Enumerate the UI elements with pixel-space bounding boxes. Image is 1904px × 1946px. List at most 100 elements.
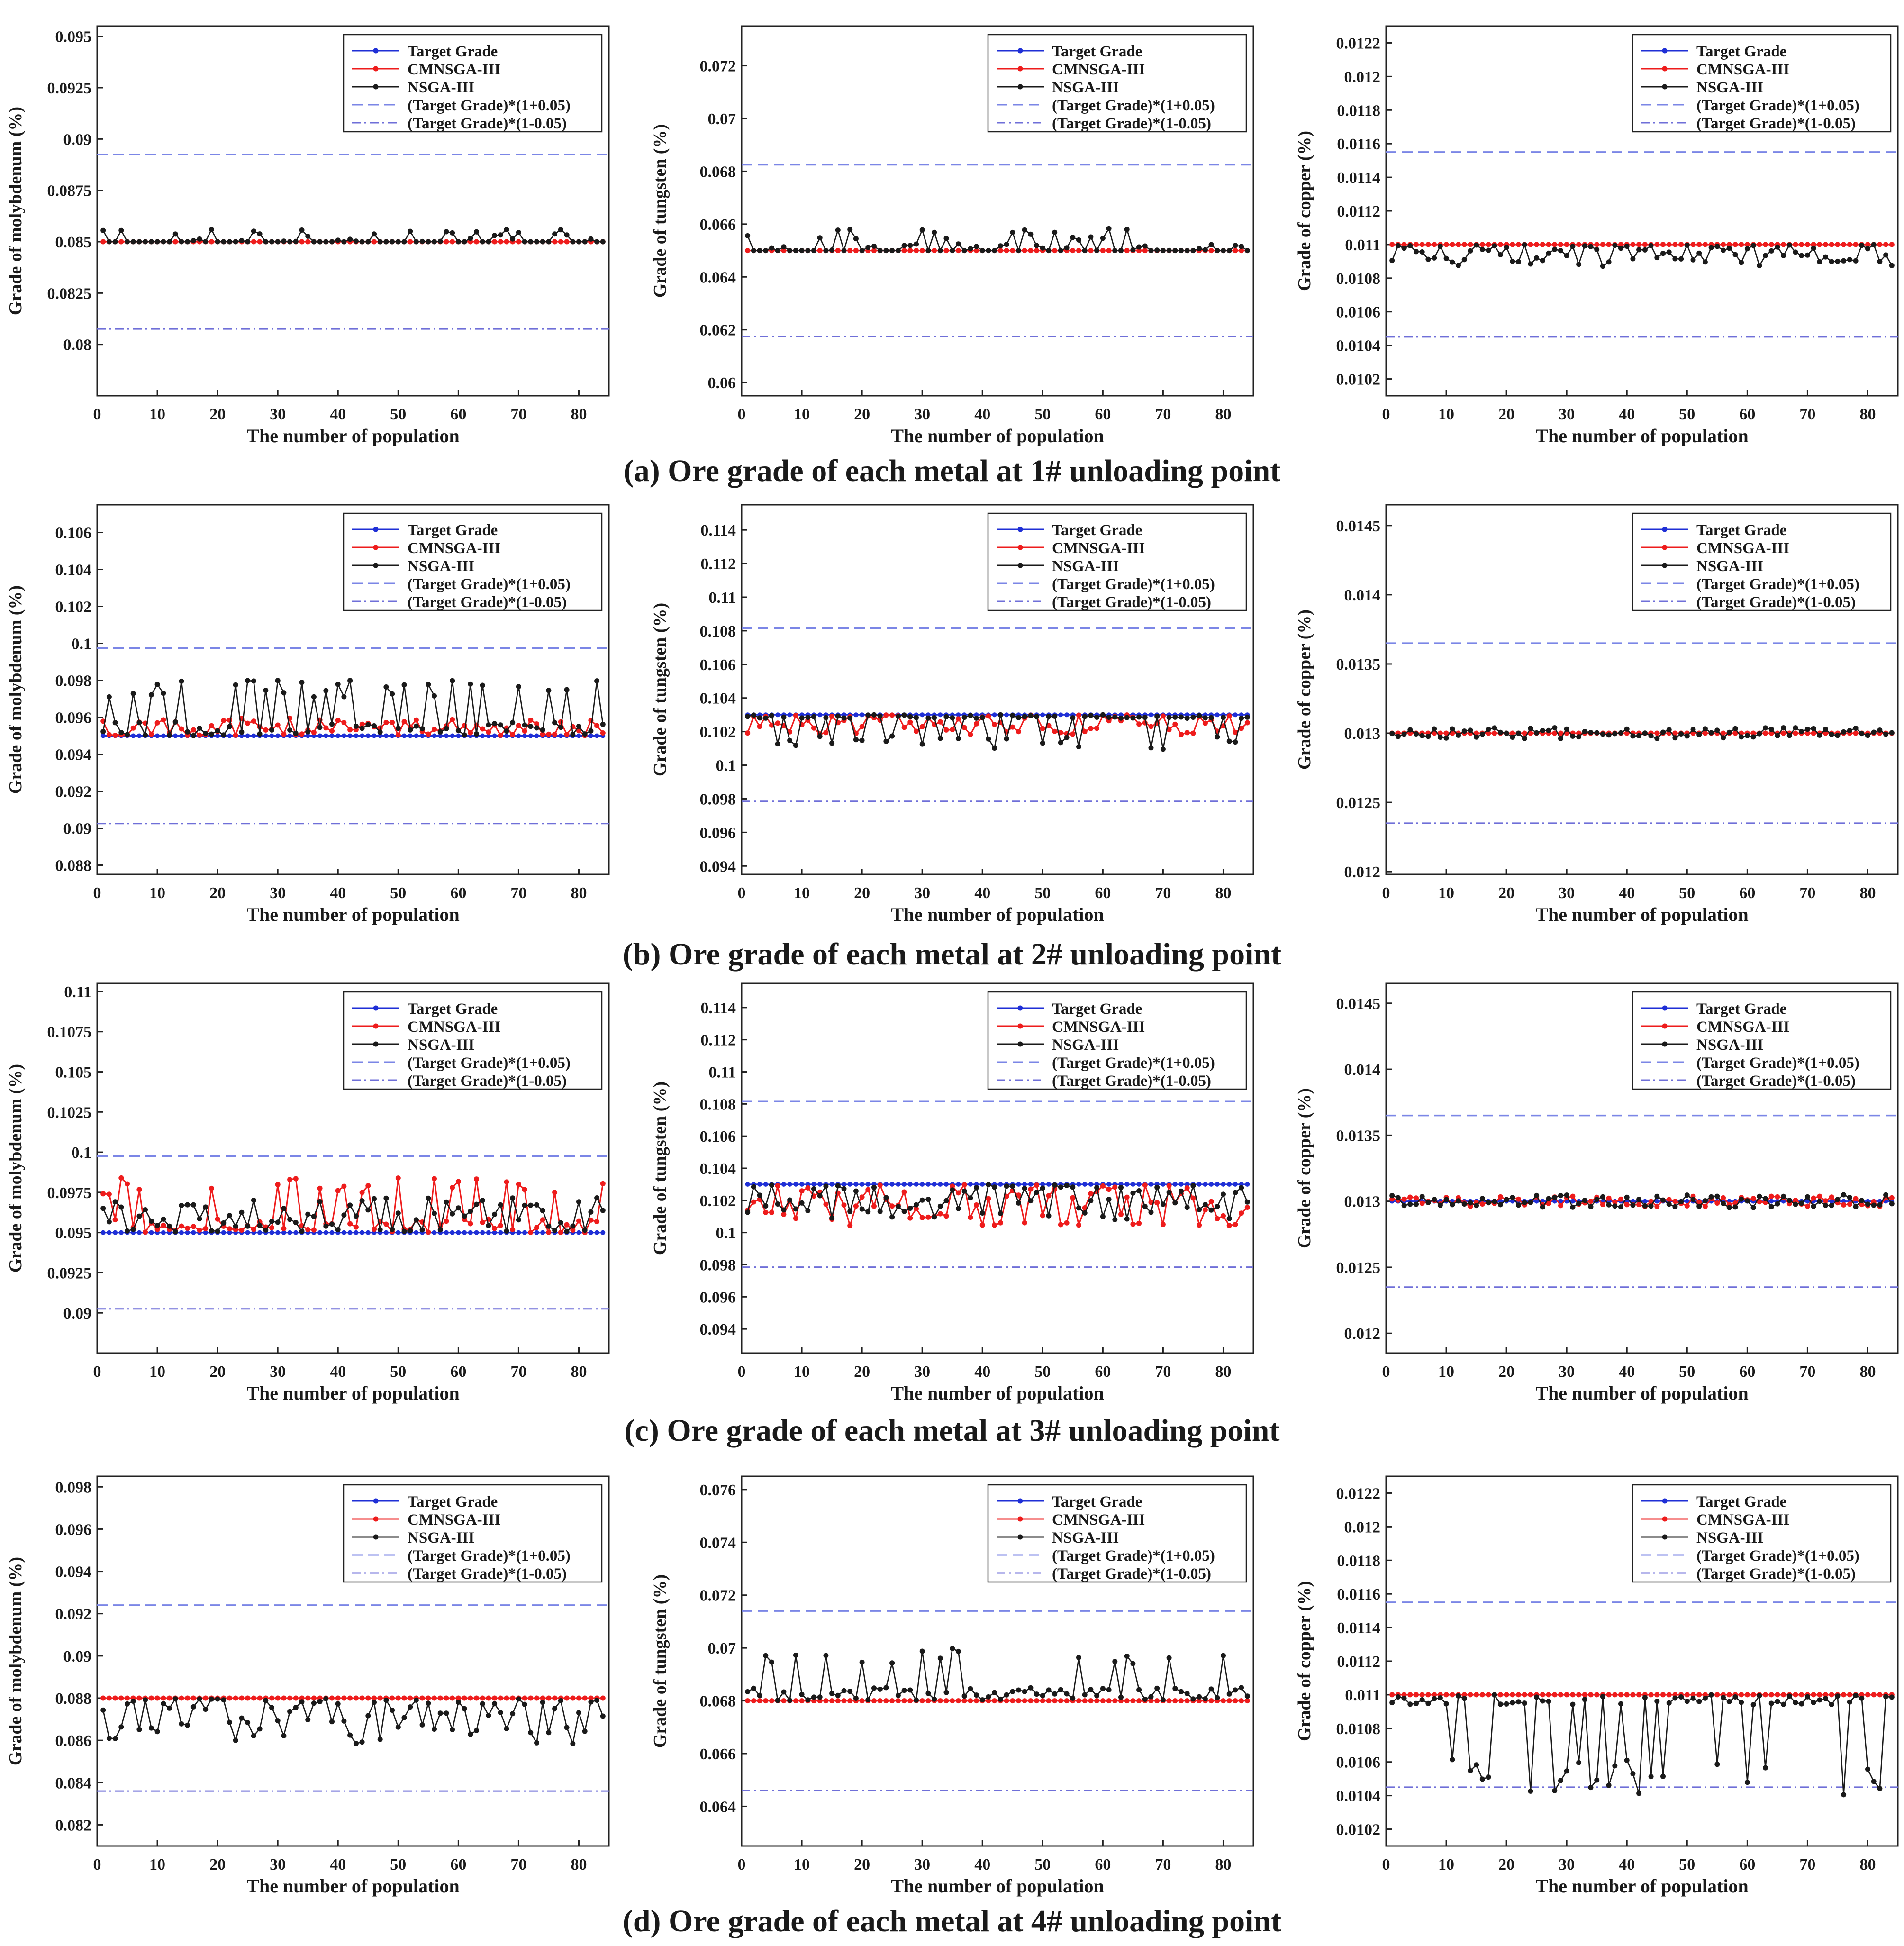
cmnsga-point [932, 248, 937, 254]
cmnsga-point [1142, 1182, 1148, 1188]
nsga-point [558, 1698, 563, 1703]
x-tick-label: 0 [738, 884, 746, 902]
nsga-point [781, 1207, 787, 1213]
plot-frame [1385, 982, 1899, 1354]
y-tick-label: 0.068 [700, 163, 736, 181]
nsga-point [853, 236, 859, 242]
nsga-point [1624, 1194, 1630, 1200]
nsga-point [1076, 237, 1081, 243]
x-tick-label: 50 [390, 884, 406, 902]
cmnsga-point [281, 731, 287, 737]
nsga-point [992, 1184, 997, 1190]
cmnsga-point [522, 1187, 527, 1192]
legend-marker-1 [1017, 66, 1023, 72]
x-tick-label: 50 [1034, 406, 1051, 423]
nsga-point [1432, 1696, 1437, 1701]
x-tick-label: 40 [974, 884, 990, 902]
nsga-point [347, 1732, 353, 1738]
cmnsga-point [1823, 730, 1828, 736]
x-tick-label: 20 [209, 884, 226, 902]
nsga-point [1714, 1762, 1720, 1767]
cmnsga-point [847, 1698, 853, 1704]
cmnsga-point [1136, 248, 1142, 254]
cmnsga-point [1076, 1222, 1081, 1228]
nsga-point [1154, 714, 1160, 719]
nsga-point [1696, 1203, 1702, 1209]
cmnsga-point [245, 720, 251, 726]
cmnsga-point [853, 1203, 859, 1209]
target-point [365, 1230, 371, 1235]
nsga-point [1407, 243, 1413, 248]
nsga-point [1064, 245, 1070, 251]
cmnsga-point [968, 1698, 973, 1704]
y-tick-label: 0.014 [1344, 1061, 1381, 1079]
cmnsga-point [233, 1695, 238, 1701]
cmnsga-point [1461, 1692, 1467, 1698]
cmnsga-point [432, 727, 437, 732]
nsga-point [221, 1220, 227, 1226]
nsga-point [1612, 1203, 1618, 1209]
nsga-point [1070, 1695, 1076, 1701]
nsga-point [1082, 1692, 1088, 1698]
cmnsga-point [781, 1211, 787, 1217]
nsga-point [450, 678, 455, 683]
cmnsga-point [1757, 242, 1762, 247]
nsga-point [1148, 248, 1154, 254]
nsga-point [1414, 1201, 1419, 1207]
target-point [847, 1182, 852, 1187]
y-tick-label: 0.096 [55, 1521, 92, 1538]
y-tick-label: 0.106 [700, 1128, 736, 1146]
nsga-point [1757, 1193, 1762, 1199]
x-tick-label: 30 [1559, 884, 1575, 902]
y-tick-label: 0.104 [55, 562, 92, 579]
nsga-point [1136, 714, 1142, 720]
nsga-point [1877, 259, 1883, 264]
cmnsga-point [444, 1219, 449, 1224]
x-tick-label: 70 [1155, 884, 1171, 902]
nsga-point [1618, 730, 1623, 736]
nsga-point [1474, 242, 1479, 248]
nsga-point [1811, 1700, 1816, 1705]
nsga-point [383, 239, 389, 245]
cmnsga-point [955, 716, 961, 722]
target-point [860, 1182, 865, 1187]
nsga-point [763, 248, 769, 254]
nsga-point [209, 227, 214, 232]
nsga-point [1184, 248, 1190, 254]
nsga-point [1389, 258, 1395, 264]
nsga-point [1160, 1697, 1166, 1702]
nsga-point [377, 239, 383, 245]
cmnsga-point [221, 718, 227, 723]
nsga-point [1522, 736, 1527, 741]
target-point [390, 733, 395, 738]
nsga-point [1233, 243, 1238, 248]
nsga-point [1781, 1193, 1786, 1199]
legend-label: NSGA-III [1696, 1529, 1763, 1546]
cmnsga-point [1768, 1193, 1774, 1199]
nsga-point [154, 682, 160, 687]
nsga-point [992, 746, 997, 751]
nsga-point [552, 1706, 558, 1711]
x-axis-label: The number of population [891, 1875, 1104, 1897]
x-tick-label: 80 [1215, 406, 1231, 423]
x-axis-label: The number of population [891, 1382, 1104, 1404]
nsga-point [1666, 1201, 1672, 1207]
target-point [1654, 1199, 1659, 1204]
nsga-point [1124, 227, 1130, 232]
cmnsga-point [419, 1695, 425, 1701]
cmnsga-point [997, 248, 1003, 254]
cmnsga-point [1226, 1698, 1232, 1704]
legend-label: Target Grade [1696, 522, 1786, 539]
cmnsga-point [347, 727, 353, 733]
cmnsga-point [781, 1698, 787, 1704]
legend-marker-0 [1017, 1005, 1023, 1011]
target-point [920, 1182, 925, 1187]
nsga-point [143, 732, 148, 738]
y-tick-label: 0.011 [1345, 236, 1380, 254]
cmnsga-point [383, 720, 389, 725]
nsga-point [811, 1694, 816, 1700]
nsga-point [486, 1713, 491, 1718]
target-point [1040, 1182, 1045, 1187]
nsga-point [781, 244, 787, 250]
chart-panel-9: 0 10 20 30 40 50 60 70 800.0820.0840.0860.0880.0… [6, 1475, 610, 1897]
